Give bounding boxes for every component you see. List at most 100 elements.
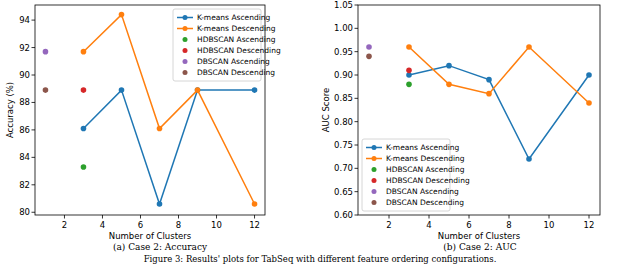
legend-marker (183, 37, 188, 42)
chart: 246810128082848688909294Number of Cluste… (5, 5, 281, 252)
legend-marker (372, 145, 377, 150)
x-tick-label: 10 (211, 220, 222, 230)
legend-label: HDBSCAN Ascending (197, 35, 276, 44)
x-tick (102, 215, 103, 219)
x-tick-label: 10 (544, 220, 555, 230)
legend-label: DBSCAN Descending (197, 68, 275, 77)
y-tick-label: 0.60 (334, 210, 353, 220)
point (526, 44, 532, 50)
frame (358, 5, 600, 215)
x-tick-label: 12 (584, 220, 595, 230)
legend-label: HDBSCAN Ascending (386, 165, 465, 174)
y-tick-label: 1.05 (334, 0, 353, 10)
subcaption: (a) Case 2: Accuracy (113, 242, 208, 252)
point (195, 87, 201, 93)
point (195, 87, 201, 93)
y-tick-label: 0.95 (334, 47, 353, 57)
y-tick-label: 86 (19, 125, 30, 135)
y-tick (355, 121, 359, 122)
x-axis-label: Number of Clusters (109, 231, 192, 241)
y-tick (355, 145, 359, 146)
legend-marker (183, 59, 188, 64)
x-tick (64, 215, 65, 219)
y-tick (32, 47, 36, 48)
y-tick (32, 129, 36, 130)
legend-marker (183, 26, 188, 31)
legend-label: HDBSCAN Descending (386, 176, 470, 185)
y-tick-label: 0.70 (334, 163, 353, 173)
legend: K-means AscendingK-means DescendingHDBSC… (173, 9, 281, 81)
y-tick-label: 0.75 (334, 140, 353, 150)
y-tick-label: 94 (19, 15, 30, 25)
point (43, 49, 49, 55)
x-tick (469, 215, 470, 219)
point (252, 87, 258, 93)
point (406, 82, 412, 88)
point (486, 91, 492, 97)
x-tick (140, 215, 141, 219)
subcaption: (b) Case 2: AUC (443, 242, 516, 252)
point (586, 72, 592, 78)
legend-marker (183, 70, 188, 75)
y-tick (355, 191, 359, 192)
plot-area (366, 44, 592, 162)
x-tick-label: 4 (100, 220, 105, 230)
y-axis-label: AUC Score (321, 88, 331, 132)
point (486, 77, 492, 83)
y-tick-label: 0.65 (334, 187, 353, 197)
y-tick (355, 5, 359, 6)
series-line (83, 90, 254, 204)
y-tick (355, 168, 359, 169)
x-tick-label: 2 (386, 220, 391, 230)
y-axis-label: Accuracy (%) (5, 82, 15, 138)
x-tick (509, 215, 510, 219)
x-tick (429, 215, 430, 219)
point (81, 87, 87, 93)
y-tick (355, 28, 359, 29)
point (366, 54, 372, 60)
x-tick (589, 215, 590, 219)
legend-marker (183, 15, 188, 20)
figure-caption: Figure 3: Results' plots for TabSeq with… (144, 254, 497, 264)
point (526, 156, 532, 162)
x-tick (216, 215, 217, 219)
y-tick (355, 215, 359, 216)
series-line (409, 47, 589, 103)
y-tick-label: 92 (19, 43, 30, 53)
point (81, 49, 87, 55)
x-tick-label: 8 (506, 220, 511, 230)
x-tick (254, 215, 255, 219)
y-tick-label: 0.80 (334, 117, 353, 127)
x-tick (178, 215, 179, 219)
y-tick-label: 80 (19, 207, 30, 217)
legend-label: DBSCAN Descending (386, 198, 464, 207)
y-tick-label: 0.90 (334, 70, 353, 80)
point (406, 44, 412, 50)
y-tick-label: 84 (19, 152, 30, 162)
legend-label: K-means Descending (197, 24, 276, 33)
point (81, 126, 87, 132)
y-tick (32, 157, 36, 158)
legend-label: HDBSCAN Descending (197, 46, 281, 55)
legend-label: K-means Descending (386, 154, 465, 163)
point (446, 63, 452, 69)
legend-marker (183, 48, 188, 53)
point (446, 82, 452, 88)
y-tick (32, 184, 36, 185)
x-tick-label: 6 (138, 220, 143, 230)
legend-marker (372, 156, 377, 161)
chart: 246810120.600.650.700.750.800.850.900.95… (321, 0, 601, 252)
y-tick-label: 90 (19, 70, 30, 80)
y-tick (355, 75, 359, 76)
legend-marker (372, 167, 377, 172)
point (43, 87, 49, 93)
point (366, 44, 372, 50)
y-tick-label: 0.85 (334, 93, 353, 103)
legend-marker (372, 200, 377, 205)
legend-label: DBSCAN Ascending (197, 57, 270, 66)
point (119, 87, 125, 93)
point (586, 100, 592, 106)
x-tick-label: 6 (466, 220, 471, 230)
legend-marker (372, 189, 377, 194)
y-tick (355, 98, 359, 99)
